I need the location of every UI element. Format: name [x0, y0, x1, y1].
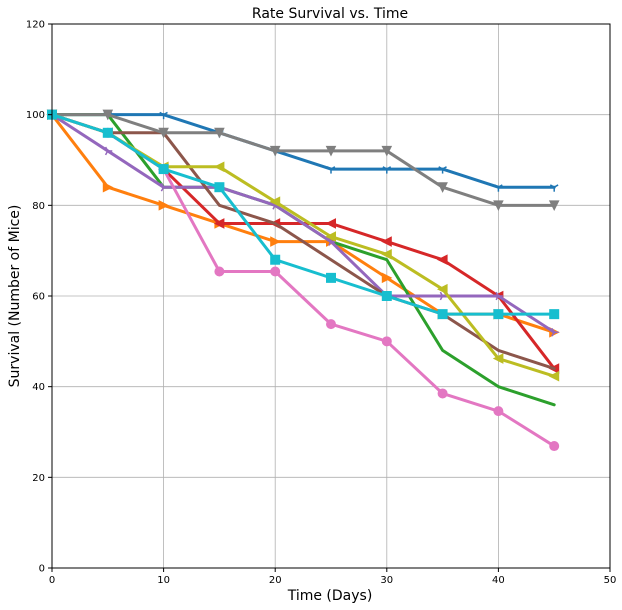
chart-title: Rate Survival vs. Time: [252, 6, 408, 22]
data-point: [269, 196, 281, 208]
series-6: [50, 113, 556, 371]
data-point: [436, 283, 448, 295]
data-point: [326, 166, 336, 174]
series-line: [50, 113, 556, 334]
data-point: [492, 353, 504, 364]
data-point: [381, 145, 393, 157]
data-point: [158, 200, 170, 211]
series-line: [50, 113, 556, 371]
x-tick-label: 0: [49, 575, 55, 586]
data-point: [549, 184, 559, 192]
data-point: [438, 166, 447, 174]
data-point: [160, 182, 169, 192]
data-point: [102, 181, 114, 193]
data-point: [382, 166, 392, 174]
data-point: [325, 231, 336, 242]
data-point: [549, 309, 560, 320]
y-tick-label: 0: [39, 564, 45, 575]
x-tick-label: 30: [380, 575, 393, 586]
data-point: [158, 127, 169, 139]
y-axis-label: Survival (Number of Mice): [7, 205, 23, 388]
series-line: [50, 113, 556, 316]
data-point: [381, 291, 392, 301]
data-point: [551, 327, 559, 337]
data-point: [548, 370, 560, 382]
data-point: [214, 266, 225, 277]
data-point: [493, 200, 504, 211]
x-axis-label: Time (Days): [287, 588, 373, 604]
data-point: [493, 406, 504, 417]
data-point: [158, 164, 169, 175]
series-layer: [46, 109, 560, 452]
data-point: [214, 127, 225, 139]
y-tick-label: 20: [32, 473, 45, 484]
y-tick-label: 40: [32, 382, 45, 393]
data-point: [494, 184, 503, 192]
data-point: [269, 145, 281, 157]
data-point: [325, 145, 337, 157]
x-tick-label: 20: [269, 575, 282, 586]
data-point: [493, 309, 504, 320]
x-tick-label: 10: [157, 575, 170, 586]
series-3: [50, 113, 556, 407]
data-point: [549, 441, 560, 452]
y-tick-label: 60: [32, 292, 45, 303]
y-tick-label: 120: [26, 20, 45, 31]
data-point: [159, 111, 168, 120]
x-tick-label: 40: [492, 575, 505, 586]
data-point: [104, 146, 113, 156]
x-tick-label: 50: [604, 575, 617, 586]
data-point: [270, 266, 281, 277]
y-tick-label: 100: [26, 110, 45, 121]
data-point: [437, 388, 448, 399]
data-point: [214, 182, 225, 193]
data-point: [326, 272, 336, 283]
data-point: [102, 127, 113, 138]
data-point: [381, 336, 392, 347]
data-point: [213, 218, 225, 229]
data-point: [270, 236, 281, 247]
data-point: [437, 309, 448, 320]
data-point: [270, 254, 281, 265]
series-line: [50, 113, 556, 207]
data-point: [495, 291, 503, 301]
data-point: [326, 319, 336, 330]
data-point: [548, 200, 560, 211]
series-line: [50, 113, 556, 407]
data-point: [381, 236, 392, 247]
data-point: [381, 248, 392, 260]
data-point: [381, 272, 393, 284]
data-point: [325, 218, 336, 229]
data-point: [213, 161, 225, 173]
axis-ticks: 0 10 20 30 40 50 0 20 40 60 80 100 120: [26, 20, 616, 587]
grid: [51, 23, 611, 569]
series-line: [50, 113, 556, 189]
y-tick-label: 80: [32, 201, 45, 212]
data-point: [102, 109, 114, 121]
data-point: [437, 182, 448, 193]
data-point: [436, 254, 448, 266]
